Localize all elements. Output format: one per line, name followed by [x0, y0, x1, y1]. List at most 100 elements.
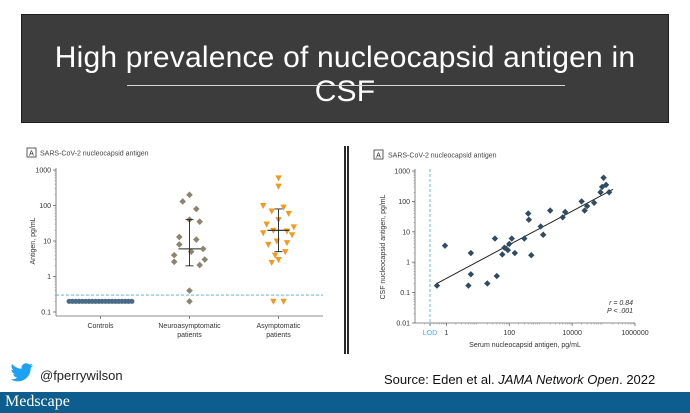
neuroasymptomatic-point [179, 198, 186, 205]
scatter-point [441, 242, 449, 249]
scatter-point [511, 249, 519, 257]
scatter-point [433, 282, 441, 289]
asymptomatic-point [280, 298, 287, 305]
twitter-handle-row: @fperrywilson [10, 362, 123, 388]
title-underline [127, 85, 565, 86]
x-category-label: patients [266, 332, 291, 339]
asymptomatic-point [283, 228, 291, 235]
asymptomatic-point [263, 221, 270, 228]
x-category-label: Asymptomatic [257, 323, 301, 330]
scatter-point [581, 207, 588, 214]
chart-title: SARS-CoV-2 nucleocapsid antigen [40, 151, 149, 158]
chart-title: SARS-CoV-2 nucleocapsid antigen [388, 153, 497, 160]
y-tick-label: 0.01 [396, 321, 410, 328]
asymptomatic-point [275, 257, 282, 264]
asymptomatic-point [273, 238, 280, 245]
panel-label: A [29, 151, 34, 158]
x-category-label: patients [177, 332, 202, 339]
x-tick-label: LOD [423, 330, 437, 337]
asymptomatic-point [280, 204, 287, 211]
asymptomatic-point [275, 183, 282, 190]
x-tick-label: 100 [503, 330, 515, 337]
slide-title: High prevalence of nucleocapsid antigen … [54, 41, 636, 108]
y-axis-label: Antigen, pg/mL [30, 217, 37, 264]
neuroasymptomatic-point [176, 241, 183, 248]
neuroasymptomatic-point [193, 205, 200, 213]
scatter-point [561, 208, 569, 216]
neuroasymptomatic-point [193, 236, 200, 243]
correlation-stat: r = 0.84 [609, 300, 633, 307]
panel-label-box [373, 149, 384, 160]
twitter-handle: @fperrywilson [40, 367, 123, 383]
asymptomatic-point [268, 259, 275, 266]
scatter-point [559, 214, 566, 221]
scatter-point [467, 271, 475, 278]
scatter-point [484, 280, 491, 287]
y-tick-label: 1000 [394, 169, 410, 176]
scatter-point [508, 235, 515, 242]
correlation-stat: P < .001 [607, 308, 633, 315]
x-tick-label: 1 [444, 330, 448, 337]
panel-label: A [376, 153, 381, 160]
x-category-label: Neuroasymptomatic [158, 323, 221, 330]
neuroasymptomatic-point [199, 245, 207, 253]
scatter-point [467, 249, 475, 257]
source-year: . 2022 [619, 372, 656, 387]
asymptomatic-point [282, 249, 289, 256]
neuroasymptomatic-point [201, 256, 209, 263]
asymptomatic-point [260, 230, 267, 237]
neuroasymptomatic-point [170, 258, 178, 266]
panel-label-box [26, 147, 37, 158]
control-point [129, 298, 135, 304]
x-tick-label: 1000000 [621, 330, 648, 337]
scatter-point [506, 240, 513, 248]
neuroasymptomatic-point [186, 191, 193, 199]
scatter-point [528, 251, 535, 259]
neuroasymptomatic-point [186, 298, 193, 305]
scatter-point [465, 282, 472, 289]
neuroasymptomatic-point [186, 287, 193, 294]
asymptomatic-point [285, 210, 292, 217]
asymptomatic-point [288, 232, 296, 239]
panel-divider [344, 146, 349, 354]
antigen-group-chart: A SARS-CoV-2 nucleocapsid antigen 1000 100 1… [26, 147, 323, 339]
asymptomatic-point [265, 241, 272, 248]
neuroasymptomatic-point [170, 251, 178, 259]
y-tick-label: 100 [39, 203, 51, 210]
y-tick-label: 1000 [35, 168, 51, 175]
y-tick-label: 1 [47, 274, 51, 281]
scatter-point [525, 210, 532, 217]
asymptomatic-point [283, 240, 291, 247]
neuroasymptomatic-point [176, 233, 183, 241]
twitter-bird-icon [10, 362, 34, 388]
scatter-point [546, 207, 554, 214]
scatter-point [540, 231, 547, 238]
x-axis-label: Serum nucleocapsid antigen, pg/mL [469, 342, 581, 349]
neuroasymptomatic-point [196, 261, 203, 269]
source-prefix: Source: Eden et al. [384, 372, 499, 387]
scatter-point [605, 189, 613, 196]
asymptomatic-point [260, 202, 267, 210]
scatter-point [521, 235, 528, 242]
source-journal: JAMA Network Open [498, 372, 620, 387]
scatter-point [491, 235, 499, 242]
y-tick-label: 0.1 [41, 310, 51, 317]
asymptomatic-point [271, 252, 279, 259]
neuroasymptomatic-point [187, 248, 195, 255]
asymptomatic-point [270, 298, 277, 305]
scatter-point [600, 174, 607, 181]
csf-serum-scatter-chart: A SARS-CoV-2 nucleocapsid antigen 1000 100 1… [373, 149, 649, 349]
source-citation: Source: Eden et al. JAMA Network Open. 2… [384, 372, 655, 387]
x-category-label: Controls [87, 323, 114, 330]
asymptomatic-point [268, 208, 275, 215]
title-band: High prevalence of nucleocapsid antigen … [21, 14, 669, 123]
y-tick-label: 0.1 [400, 290, 410, 297]
y-tick-label: 1 [406, 260, 410, 267]
scatter-point [578, 198, 585, 205]
y-axis-label: CSF nucleocapsid antigen, pg/mL [380, 194, 387, 299]
scatter-point [499, 251, 506, 258]
asymptomatic-point [290, 224, 297, 231]
y-tick-label: 10 [43, 239, 51, 246]
scatter-point [525, 216, 533, 223]
y-tick-label: 10 [402, 229, 410, 236]
